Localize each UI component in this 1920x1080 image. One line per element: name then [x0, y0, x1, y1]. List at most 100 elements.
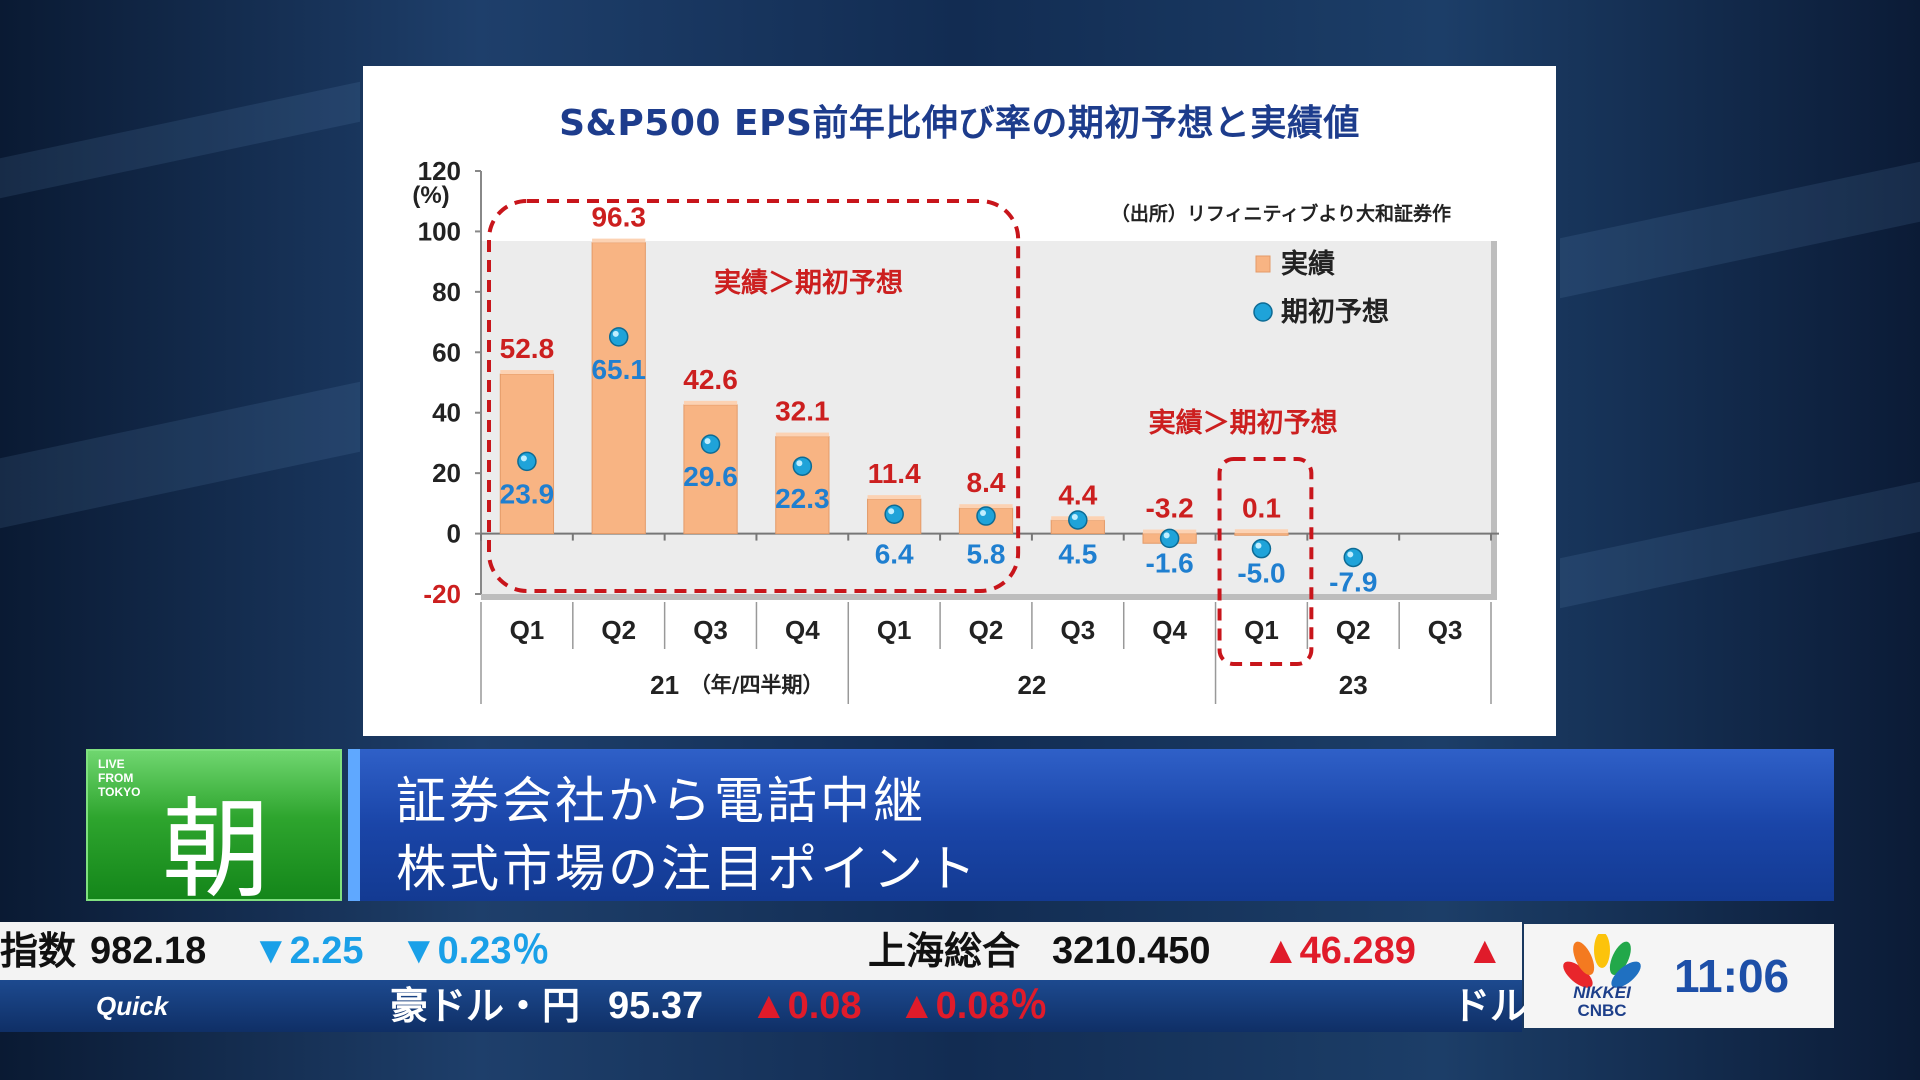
x-tick-label: Q3: [693, 615, 728, 645]
actual-value-label: 11.4: [868, 458, 921, 489]
forecast-point: [792, 456, 813, 476]
bar-top-face: [959, 504, 1013, 509]
forecast-point: [517, 451, 537, 472]
ticker-value: 982.18: [90, 930, 207, 972]
ticker-change-percent: ▲0.08％: [898, 985, 1048, 1027]
bar-top-face: [775, 432, 829, 437]
logo-brand-top: NIKKEI: [1573, 983, 1632, 1002]
bar-top-face: [1234, 529, 1289, 534]
annotation-label: 実績＞期初予想: [1149, 407, 1338, 439]
forecast-point: [608, 327, 629, 347]
legend-swatch-bar: [1255, 255, 1271, 273]
forecast-point-highlight: [1163, 532, 1170, 539]
forecast-value-label: 5.8: [967, 539, 1006, 570]
y-tick-label: 60: [432, 337, 461, 367]
x-tick-label: Q2: [969, 615, 1004, 645]
program-logo: LIVE FROM TOKYO 朝: [86, 749, 342, 913]
year-group-label: 21: [650, 670, 679, 700]
x-tick-label: Q1: [877, 615, 912, 645]
logo-brand-bottom: CNBC: [1577, 1001, 1626, 1020]
background-stripe: [1560, 481, 1920, 609]
chart-panel: S&P500 EPS前年比伸び率の期初予想と実績値 -20 0 20 40 60 80 10…: [363, 66, 1556, 736]
eps-growth-chart: -20 0 20 40 60 80 100 120(%) Q1 Q2 Q3 Q4 Q1 Q2 Q3 Q4 Q1 Q…: [412, 156, 1499, 704]
highlight-box-2021: [487, 199, 1021, 593]
actual-value-label: 42.6: [683, 364, 738, 395]
bar: [683, 404, 738, 535]
background-stripe: [0, 381, 360, 529]
background-stripe: [1560, 161, 1920, 299]
actual-value-label: 0.1: [1242, 492, 1281, 523]
plot-floor: [481, 594, 1497, 600]
forecast-value-label: 29.6: [683, 461, 738, 492]
peacock-icon: [1563, 934, 1641, 988]
actual-value-label: 8.4: [967, 467, 1006, 498]
source-note: （出所）リフィニティブより大和証券作: [1111, 202, 1451, 225]
actual-value-label: 32.1: [775, 396, 830, 427]
y-tick-label: 40: [432, 398, 461, 428]
year-group-label: 23: [1339, 670, 1368, 700]
forecast-value-label: 65.1: [591, 354, 646, 385]
x-tick-label: Q4: [785, 615, 820, 645]
forecast-point-highlight: [1255, 542, 1262, 549]
x-axis-unit: （年/四半期）: [690, 673, 824, 697]
bar: [775, 436, 830, 535]
y-tick-label: 100: [418, 216, 461, 246]
bar-top-face: [867, 495, 921, 500]
ticker-value: 3210.450: [1052, 930, 1211, 972]
forecast-point-highlight: [520, 455, 527, 462]
forecast-point-highlight: [1347, 551, 1354, 558]
forecast-point-highlight: [888, 508, 895, 515]
headline-line-1: 証券会社から電話中継: [396, 772, 926, 830]
ticker-label: 指数: [0, 929, 77, 973]
quick-logo: Quick: [96, 991, 169, 1021]
actual-value-label: -3.2: [1146, 493, 1194, 524]
y-tick-label: 20: [432, 458, 461, 488]
forecast-point-highlight: [612, 330, 619, 337]
forecast-point: [976, 506, 996, 526]
headline-banner: 証券会社から電話中継 株式市場の注目ポイント: [348, 749, 1834, 901]
forecast-point-highlight: [704, 438, 711, 445]
x-tick-label: Q4: [1152, 615, 1187, 645]
ticker-label: 豪ドル・円: [390, 984, 581, 1028]
x-tick-label: Q2: [601, 615, 636, 645]
nikkei-cnbc-logo: NIKKEI CNBC: [1563, 934, 1641, 1020]
legend-swatch-dot: [1253, 302, 1273, 322]
chart-title: S&P500 EPS前年比伸び率の期初予想と実績値: [559, 103, 1360, 144]
y-tick-label: 0: [447, 519, 461, 549]
ticker-change-percent: ▼0.23％: [400, 930, 550, 972]
forecast-point: [1159, 528, 1180, 549]
forecast-point: [1251, 538, 1272, 559]
forecast-value-label: 22.3: [775, 483, 830, 514]
actual-value-label: 4.4: [1058, 479, 1097, 510]
y-tick-label: 120: [418, 156, 461, 186]
plot-area: [481, 241, 1491, 594]
y-axis-unit: (%): [412, 182, 449, 209]
bar-top-face: [683, 400, 738, 405]
program-logo-tagline: LIVE FROM TOKYO: [98, 757, 141, 799]
clock-time: 11:06: [1674, 950, 1790, 1002]
forecast-value-label: -7.9: [1329, 566, 1377, 597]
bar: [1234, 532, 1289, 536]
forecast-point: [884, 504, 904, 524]
background-stripe: [0, 81, 360, 199]
highlight-box-2023q1: [1217, 457, 1314, 666]
forecast-point: [700, 434, 721, 454]
network-clock: NIKKEI CNBC 11:06: [1524, 924, 1834, 1028]
forecast-value-label: -1.6: [1146, 547, 1194, 578]
market-ticker-bottom: Quick 豪ドル・円 95.37 ▲0.08 ▲0.08％ ドル: [0, 980, 1528, 1032]
year-group-label: 22: [1017, 670, 1046, 700]
y-tick-label: -20: [423, 579, 461, 609]
actual-value-label: 52.8: [500, 333, 554, 364]
y-tick-label: 80: [432, 277, 461, 307]
ticker-change: ▲0.08: [750, 985, 862, 1027]
forecast-value-label: -5.0: [1237, 558, 1285, 589]
x-tick-label: Q2: [1336, 615, 1371, 645]
forecast-point-highlight: [1071, 513, 1078, 520]
forecast-point-highlight: [980, 510, 986, 517]
ticker-change: ▲46.289: [1262, 930, 1416, 972]
forecast-value-label: 6.4: [875, 539, 914, 570]
program-logo-kanji: 朝: [161, 788, 270, 913]
ticker-label: 上海総合: [868, 929, 1021, 973]
x-tick-label: Q1: [510, 615, 545, 645]
ticker-change-percent: ▲: [1466, 930, 1504, 972]
